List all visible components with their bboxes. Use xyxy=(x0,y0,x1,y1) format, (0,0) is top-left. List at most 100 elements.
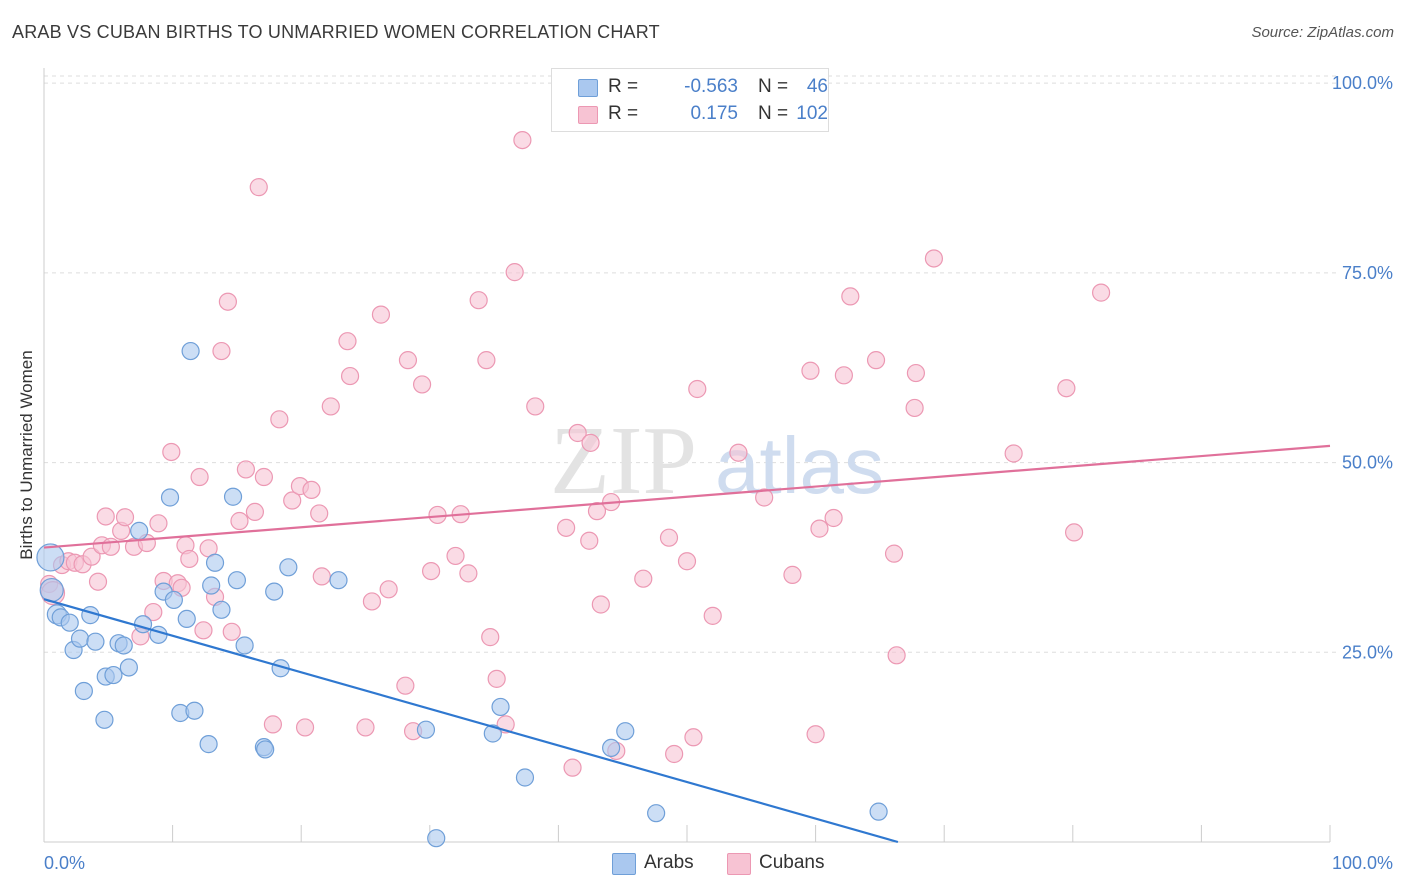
cuban-point xyxy=(96,507,115,526)
arab-point xyxy=(202,576,221,595)
y-tick-label: 50.0% xyxy=(1342,453,1393,473)
arab-point xyxy=(223,487,243,506)
arab-point xyxy=(265,582,284,601)
arab-point xyxy=(515,768,535,787)
cuban-point xyxy=(295,718,315,737)
cuban-point xyxy=(1091,283,1111,302)
arabs-legend-label: Arabs xyxy=(644,852,694,873)
cuban-point xyxy=(115,508,135,527)
arab-point xyxy=(235,636,254,655)
arab-point xyxy=(181,341,200,361)
cuban-point xyxy=(230,511,249,531)
cuban-point xyxy=(283,491,302,510)
cuban-point xyxy=(659,528,679,547)
legend-n-value: 46 xyxy=(806,76,828,97)
cubans-trend-line xyxy=(43,444,1331,549)
cuban-point xyxy=(340,366,360,386)
cuban-point xyxy=(684,728,703,747)
cuban-point xyxy=(587,502,607,521)
arab-point xyxy=(130,521,149,540)
cuban-point xyxy=(513,130,532,150)
cuban-point xyxy=(356,718,375,737)
arab-point xyxy=(427,829,446,848)
cubans-swatch xyxy=(578,106,598,124)
arab-point xyxy=(95,710,114,729)
cuban-point xyxy=(505,263,524,282)
cuban-point xyxy=(371,305,391,324)
arab-point xyxy=(74,681,93,701)
arabs-trend-line xyxy=(43,598,899,844)
stats-legend: R = -0.563 N = 46 R = 0.175 N = 102 xyxy=(551,68,829,132)
cubans-legend-label: Cubans xyxy=(759,852,825,873)
cuban-point xyxy=(321,397,340,416)
cuban-point xyxy=(580,531,599,550)
arab-point xyxy=(647,804,666,823)
cuban-point xyxy=(412,375,432,394)
legend-r-label: R = xyxy=(608,103,639,124)
cuban-point xyxy=(677,552,697,571)
axes xyxy=(43,68,1331,843)
cuban-point xyxy=(459,564,478,583)
cuban-point xyxy=(396,676,415,695)
cuban-point xyxy=(379,580,398,599)
cuban-point xyxy=(526,397,545,416)
cuban-point xyxy=(563,758,582,777)
cubans-legend-swatch xyxy=(727,853,751,875)
arab-point xyxy=(212,600,231,619)
cuban-point xyxy=(568,423,587,443)
cuban-point xyxy=(884,544,904,563)
cuban-point xyxy=(905,398,924,418)
arab-point xyxy=(869,802,888,821)
source-label: Source: ZipAtlas.com xyxy=(1251,24,1394,41)
cuban-point xyxy=(591,595,610,614)
cuban-point xyxy=(82,547,101,566)
cuban-point xyxy=(688,379,707,399)
arab-point xyxy=(70,629,90,648)
arab-point xyxy=(36,543,65,572)
cuban-point xyxy=(302,480,321,500)
watermark: ZIP atlas xyxy=(550,407,884,515)
cuban-point xyxy=(477,351,496,370)
cuban-point xyxy=(703,606,722,625)
cuban-point xyxy=(634,569,653,588)
arab-point xyxy=(279,558,298,577)
y-tick-label: 100.0% xyxy=(1332,73,1393,93)
cuban-point xyxy=(801,361,820,380)
cuban-point xyxy=(1057,379,1076,398)
cuban-point xyxy=(806,725,825,744)
cuban-point xyxy=(834,366,853,385)
cuban-point xyxy=(254,467,274,487)
cuban-point xyxy=(729,443,748,462)
arab-point xyxy=(39,577,64,603)
cuban-point xyxy=(362,592,382,611)
x-tick-label-right: 100.0% xyxy=(1332,853,1393,873)
arab-point xyxy=(227,571,246,590)
cuban-point xyxy=(557,518,576,537)
cuban-point xyxy=(245,502,265,522)
arab-point xyxy=(177,609,196,629)
cuban-point xyxy=(263,715,283,734)
arab-point xyxy=(483,724,502,743)
arabs-swatch xyxy=(578,79,598,97)
cuban-point xyxy=(906,363,926,383)
arab-point xyxy=(602,738,621,758)
arab-point xyxy=(199,735,218,754)
legend-n-value: 102 xyxy=(796,103,828,124)
cuban-point xyxy=(190,467,209,487)
arab-point xyxy=(205,553,225,572)
arab-point xyxy=(119,658,138,677)
cuban-point xyxy=(581,433,600,452)
arab-point xyxy=(164,590,183,610)
arab-point xyxy=(114,636,133,655)
cuban-point xyxy=(755,488,774,507)
legend-r-label: R = xyxy=(608,76,639,97)
cuban-point xyxy=(144,602,163,622)
arab-point xyxy=(185,701,204,720)
cuban-point xyxy=(810,519,829,538)
cuban-point xyxy=(236,460,256,479)
cuban-point xyxy=(824,508,843,528)
cuban-point xyxy=(665,744,684,764)
legend-r-value: 0.175 xyxy=(690,103,738,124)
arab-point xyxy=(256,740,275,759)
